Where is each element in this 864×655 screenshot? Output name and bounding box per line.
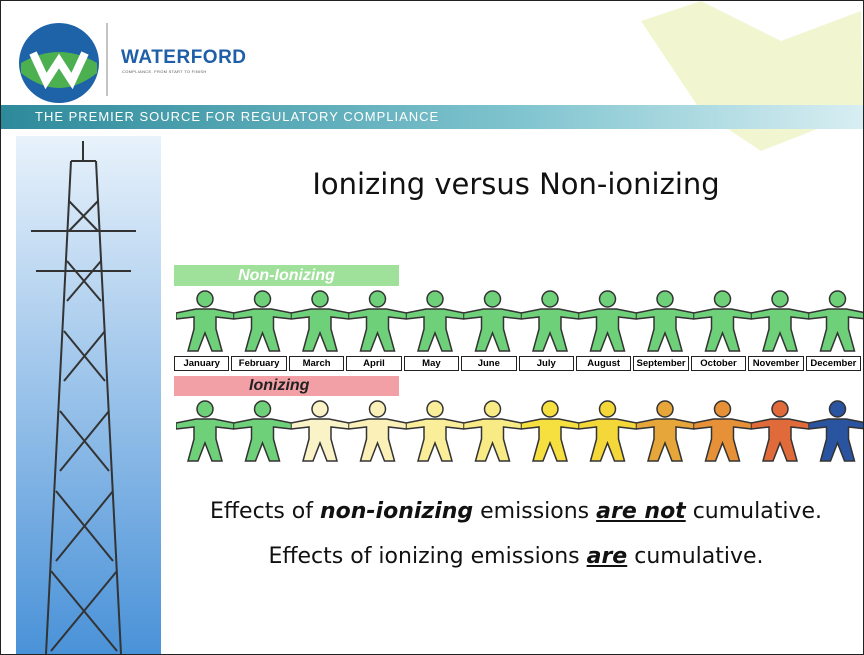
ionizing-label: Ionizing [174,376,399,396]
person-figure [176,291,234,351]
text-segment: non-ionizing [320,499,473,524]
person-figure [464,291,522,351]
slide: WATERFORD COMPLIANCE. FROM START TO FINI… [0,0,864,655]
month: May [404,356,459,371]
month: October [691,356,746,371]
person-figure [521,401,579,461]
person-figure [579,401,637,461]
text-segment: emissions [473,499,596,524]
person-figure [406,401,464,461]
month: April [346,356,401,371]
text-segment: are not [596,499,686,524]
person-figure [521,291,579,351]
person-figure [349,401,407,461]
person-figure [291,401,349,461]
month: February [231,356,286,371]
brand: WATERFORD [121,47,247,69]
person-figure [464,401,522,461]
month: March [289,356,344,371]
text-segment: are [587,544,628,569]
person-figure [349,291,407,351]
text-segment: Effects of [210,499,320,524]
slide-title: Ionizing versus Non-ionizing [171,167,861,201]
month: July [519,356,574,371]
month: January [174,356,229,371]
statement: Effects of ionizing emissions are cumula… [171,544,861,569]
person-figure [751,291,809,351]
text-segment: Effects of ionizing emissions [268,544,586,569]
month: December [806,356,861,371]
person-figure [636,291,694,351]
non-ionizing-label: Non-Ionizing [174,265,399,286]
month: June [461,356,516,371]
person-figure [176,401,234,461]
person-figure [809,291,864,351]
person-figure [234,291,292,351]
person-figure [694,401,752,461]
statement: Effects of non-ionizing emissions are no… [171,499,861,524]
person-figure [694,291,752,351]
text-segment: cumulative. [627,544,763,569]
month: September [633,356,688,371]
person-figure [406,291,464,351]
tagline: COMPLIANCE. FROM START TO FINISH [122,69,207,74]
person-figure [636,401,694,461]
person-figure [291,291,349,351]
person-figure [751,401,809,461]
person-figure [234,401,292,461]
person-figure [579,291,637,351]
text-segment: cumulative. [686,499,822,524]
banner: THE PREMIER SOURCE FOR REGULATORY COMPLI… [1,105,863,129]
banner-text: THE PREMIER SOURCE FOR REGULATORY COMPLI… [35,109,439,124]
month: August [576,356,631,371]
month: November [748,356,803,371]
person-figure [809,401,864,461]
